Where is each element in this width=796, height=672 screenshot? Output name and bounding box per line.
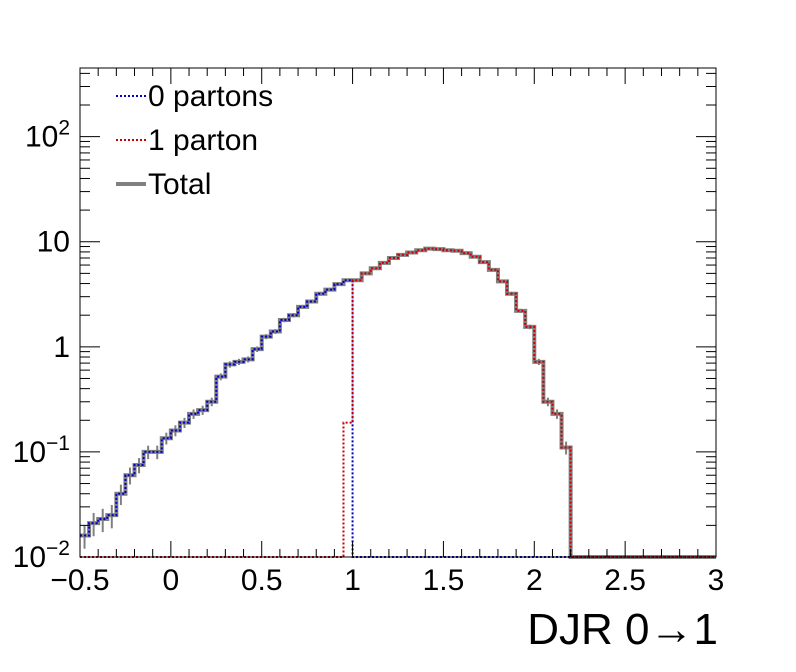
x-tick-label: 2 bbox=[526, 564, 543, 597]
x-tick-label: 1 bbox=[344, 564, 361, 597]
series-total bbox=[80, 246, 716, 559]
series-layer bbox=[80, 246, 716, 559]
y-tick-label: 1 bbox=[53, 331, 70, 364]
x-axis-label: DJR 0→1 bbox=[527, 605, 718, 654]
x-tick-label: −0.5 bbox=[50, 564, 109, 597]
x-tick-label: 2.5 bbox=[604, 564, 646, 597]
plot-frame bbox=[79, 67, 717, 558]
legend: 0 partons 1 parton Total bbox=[116, 80, 273, 201]
y-tick-label: 10−1 bbox=[13, 432, 70, 469]
x-tick-label: 0 bbox=[163, 564, 180, 597]
axes-layer: −0.5 0 0.5 1 1.5 2 2.5 3 10−2 10−1 1 10 102 bbox=[13, 68, 725, 597]
legend-label: 0 partons bbox=[148, 80, 273, 113]
x-tick-label: 3 bbox=[708, 564, 725, 597]
series-1-parton bbox=[80, 247, 716, 558]
y-tick-label: 102 bbox=[25, 117, 70, 154]
y-tick-label: 10 bbox=[37, 226, 70, 259]
legend-label: 1 parton bbox=[148, 124, 258, 157]
x-tick-label: 1.5 bbox=[423, 564, 465, 597]
series-0-partons bbox=[80, 279, 716, 558]
legend-label: Total bbox=[148, 168, 211, 201]
y-tick-label: 10−2 bbox=[13, 537, 70, 574]
x-tick-label: 0.5 bbox=[241, 564, 283, 597]
